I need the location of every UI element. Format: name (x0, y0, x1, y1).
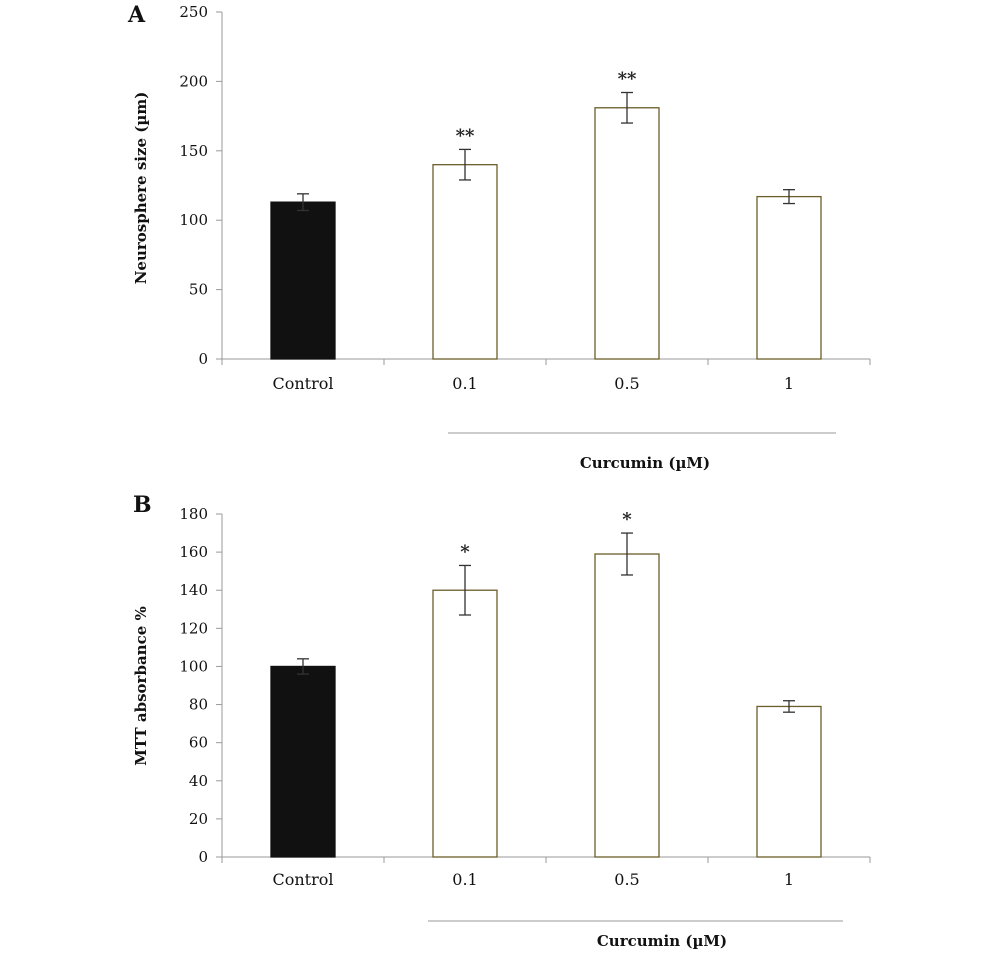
panel-b-y-tick-label: 140 (179, 581, 208, 599)
panel-b-y-tick-label: 160 (179, 543, 208, 561)
panel-a-bar (432, 164, 498, 360)
panel-a-y-tick-label: 0 (198, 350, 208, 368)
panel-a-bar (594, 107, 660, 360)
panel-a-group-label: Curcumin (µM) (580, 454, 710, 472)
panel-b-bar (594, 553, 660, 858)
panel-b-y-tick-label: 80 (189, 696, 208, 714)
panel-a-chart: A Neurosphere size (µm) 0 50 100 150 200 250 C… (127, 2, 871, 472)
panel-b-significance-marker: * (622, 509, 632, 530)
panel-b-y-tick-label: 120 (179, 619, 208, 637)
panel-a-significance-marker: ** (456, 125, 475, 146)
panel-a-category-label: 0.5 (614, 374, 639, 393)
panel-b-category-label: 0.5 (614, 870, 639, 889)
panel-b-y-tick-label: 180 (179, 505, 208, 523)
panel-b-category-label: 0.1 (452, 870, 477, 889)
panel-a-bar (756, 195, 822, 360)
panel-b-significance-marker: * (460, 541, 470, 562)
panel-a-y-axis-label: Neurosphere size (µm) (132, 92, 150, 285)
panel-b-chart: B MTT absorbance % 0 20 40 60 80 100 120 140 160… (132, 492, 871, 950)
panel-a-category-label: Control (272, 374, 333, 393)
panel-b-bar (270, 665, 336, 858)
panel-a-y-tick-label: 150 (179, 142, 208, 160)
panel-b-bar (432, 589, 498, 858)
panel-a-category-label: 0.1 (452, 374, 477, 393)
panel-b-label: B (133, 492, 152, 518)
panel-b-y-tick-label: 0 (198, 848, 208, 866)
panel-a-category-label: 1 (784, 374, 794, 393)
panel-b-y-tick-label: 100 (179, 657, 208, 675)
panel-a-significance-marker: ** (618, 69, 637, 90)
panel-b-y-tick-label: 20 (189, 810, 208, 828)
panel-b-y-tick-label: 60 (189, 734, 208, 752)
panel-b-group-label: Curcumin (µM) (597, 932, 727, 950)
panel-a-bar (270, 201, 336, 360)
panel-a-y-tick-label: 50 (189, 281, 208, 299)
panel-a-y-tick-label: 250 (179, 3, 208, 21)
panel-b-category-label: Control (272, 870, 333, 889)
panel-a-y-tick-label: 100 (179, 211, 208, 229)
panel-b-bar (756, 705, 822, 858)
panel-a-y-tick-label: 200 (179, 72, 208, 90)
panel-a-label: A (127, 2, 146, 28)
panel-b-y-tick-label: 40 (189, 772, 208, 790)
panel-b-y-axis-label: MTT absorbance % (132, 606, 150, 765)
panel-b-category-label: 1 (784, 870, 794, 889)
